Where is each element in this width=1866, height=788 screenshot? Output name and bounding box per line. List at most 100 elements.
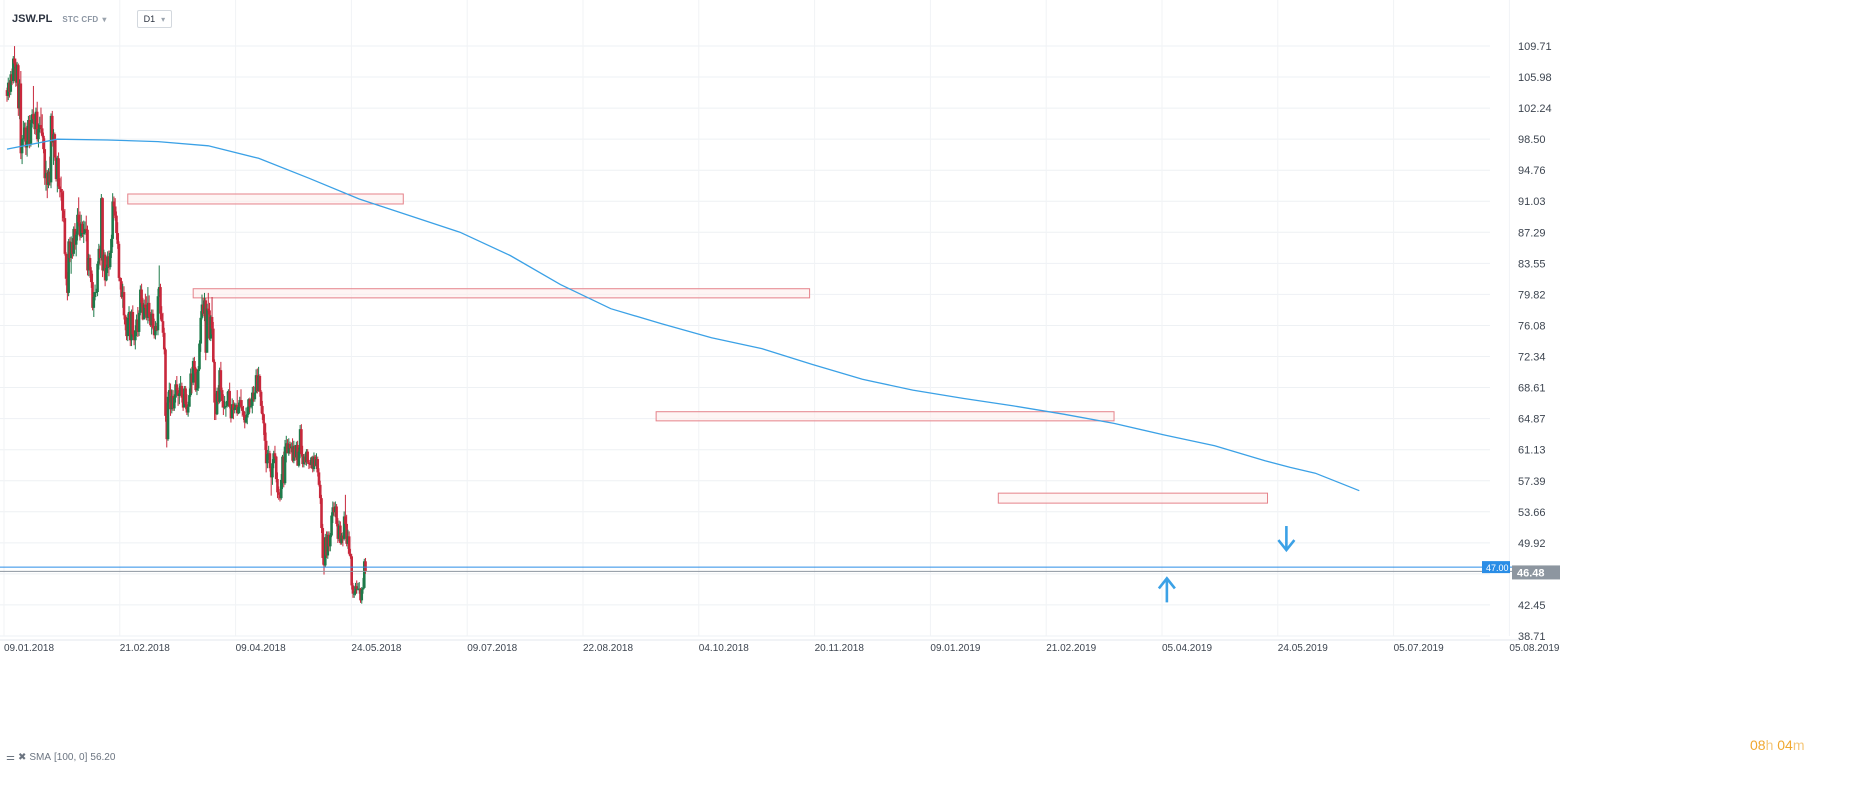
price-tick-label: 61.13 bbox=[1518, 445, 1546, 457]
price-tick-label: 98.50 bbox=[1518, 134, 1546, 146]
candle-body bbox=[122, 292, 126, 316]
candle-body bbox=[297, 451, 301, 466]
candle-body bbox=[117, 243, 121, 278]
chevron-down-icon: ▾ bbox=[161, 14, 166, 24]
support-resistance-zones bbox=[127, 193, 1269, 504]
timeframe-selector[interactable]: D1 ▾ bbox=[136, 10, 173, 28]
price-tick-label: 72.34 bbox=[1518, 352, 1546, 364]
candle-body bbox=[349, 553, 352, 557]
candle-body bbox=[232, 404, 235, 411]
chevron-down-icon: ▾ bbox=[102, 14, 107, 24]
candle-body bbox=[61, 192, 64, 211]
candle-body bbox=[224, 405, 228, 407]
candle-body bbox=[25, 140, 29, 148]
candle-body bbox=[111, 201, 114, 239]
candle-body bbox=[225, 400, 229, 406]
date-tick-label: 22.08.2018 bbox=[583, 643, 633, 654]
candle-body bbox=[123, 315, 127, 325]
candle-body bbox=[103, 254, 107, 281]
candle-body bbox=[253, 392, 257, 400]
candle-body bbox=[40, 128, 44, 136]
candle-body bbox=[198, 343, 201, 370]
candle-body bbox=[321, 528, 325, 558]
price-tick-label: 57.39 bbox=[1518, 476, 1546, 488]
candle-body bbox=[239, 400, 243, 407]
candle-body bbox=[173, 397, 176, 409]
instrument-type-selector[interactable]: STC CFD ▾ bbox=[62, 15, 106, 24]
candle-body bbox=[230, 404, 234, 419]
candle-body bbox=[39, 125, 43, 129]
candlesticks bbox=[5, 46, 367, 604]
countdown-minutes: 04 bbox=[1777, 737, 1793, 753]
candle-body bbox=[283, 446, 287, 484]
date-tick-label: 24.05.2018 bbox=[351, 643, 401, 654]
candle-body bbox=[248, 399, 252, 407]
candle-body bbox=[59, 189, 63, 193]
candle-body bbox=[91, 282, 94, 308]
arrow-up-icon bbox=[1157, 576, 1176, 603]
candle-body bbox=[147, 302, 151, 317]
candle-body bbox=[307, 462, 311, 465]
price-tick-label: 68.61 bbox=[1518, 383, 1546, 395]
candle-body bbox=[160, 313, 164, 322]
candle-body bbox=[273, 453, 277, 457]
candle-body bbox=[101, 198, 104, 271]
candle-body bbox=[184, 388, 187, 405]
candle-body bbox=[50, 115, 54, 143]
candle-body bbox=[263, 423, 267, 441]
price-label-47: 47.00 bbox=[1486, 563, 1509, 573]
candle-body bbox=[196, 369, 200, 389]
candle-body bbox=[89, 270, 93, 283]
candle-body bbox=[206, 308, 210, 311]
countdown-hours-unit: h bbox=[1765, 737, 1774, 753]
date-tick-label: 24.05.2019 bbox=[1278, 643, 1328, 654]
candle-body bbox=[212, 328, 215, 362]
price-tick-label: 102.24 bbox=[1518, 103, 1552, 115]
candle-countdown: 08h 04m bbox=[1750, 737, 1805, 753]
candle-body bbox=[96, 263, 99, 293]
candle-body bbox=[95, 292, 98, 294]
candle-body bbox=[318, 484, 322, 499]
candle-body bbox=[261, 405, 264, 415]
price-tick-label: 64.87 bbox=[1518, 414, 1546, 426]
candle-body bbox=[37, 129, 40, 140]
timeframe-label: D1 bbox=[143, 14, 156, 24]
candle-body bbox=[355, 586, 359, 589]
candle-body bbox=[249, 405, 253, 407]
symbol-name[interactable]: JSW.PL bbox=[12, 13, 53, 25]
candle-body bbox=[362, 561, 366, 588]
candle-body bbox=[118, 277, 122, 282]
candle-body bbox=[162, 332, 166, 350]
candle-body bbox=[342, 516, 346, 539]
date-tick-label: 20.11.2018 bbox=[815, 643, 865, 654]
candle-body bbox=[189, 373, 192, 396]
candle-body bbox=[237, 406, 240, 414]
sr-zone bbox=[655, 411, 1115, 422]
price-tick-label: 79.82 bbox=[1518, 289, 1546, 301]
candle-body bbox=[186, 406, 190, 413]
candle-body bbox=[180, 385, 184, 398]
candle-body bbox=[67, 241, 70, 293]
countdown-hours: 08 bbox=[1750, 737, 1766, 753]
close-icon[interactable]: ✖ bbox=[17, 752, 27, 763]
candle-body bbox=[215, 390, 219, 415]
candle-body bbox=[277, 492, 281, 495]
candle-body bbox=[335, 506, 338, 524]
price-tick-label: 53.66 bbox=[1518, 507, 1546, 519]
settings-icon[interactable]: ⚌ bbox=[6, 752, 15, 763]
price-label-last: 46.48 bbox=[1517, 567, 1545, 579]
candle-body bbox=[244, 417, 248, 423]
candle-body bbox=[81, 223, 84, 234]
candle-body bbox=[113, 206, 117, 216]
candle-body bbox=[272, 453, 275, 464]
candle-body bbox=[176, 390, 180, 396]
price-tick-label: 105.98 bbox=[1518, 72, 1552, 84]
chart-toolbar: JSW.PL STC CFD ▾ D1 ▾ bbox=[12, 8, 173, 30]
candle-body bbox=[205, 308, 209, 353]
candle-body bbox=[276, 479, 279, 493]
candle-body bbox=[92, 297, 96, 308]
candle-body bbox=[19, 83, 23, 154]
candle-body bbox=[223, 406, 226, 408]
candle-body bbox=[76, 214, 79, 235]
